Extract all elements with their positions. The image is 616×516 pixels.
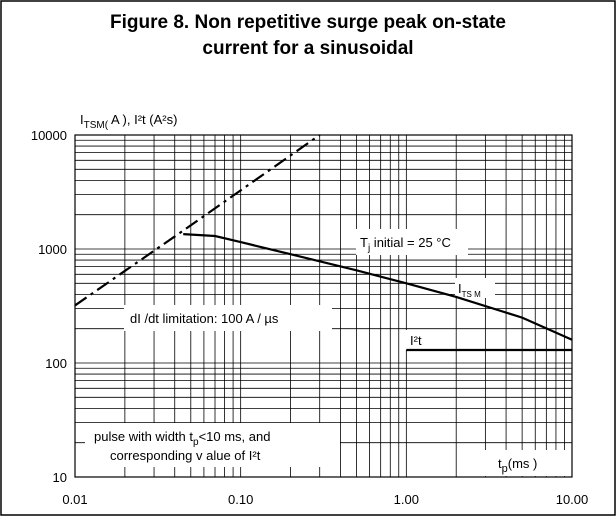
chart-title: Figure 8. Non repetitive surge peak on-s… — [110, 12, 506, 33]
chart-title: current for a sinusoidal — [202, 38, 413, 59]
x-axis-label-part: t — [498, 456, 502, 471]
x-tick-label: 10.00 — [556, 492, 589, 507]
y-tick-label: 1000 — [38, 242, 67, 257]
plot-border — [74, 134, 573, 478]
y-axis-label: ITSM( A ), I²t (A²s) — [80, 112, 177, 131]
x-axis-label-part: p — [502, 463, 508, 475]
annotation: I²t — [410, 333, 422, 348]
label-box — [465, 450, 565, 476]
label-box — [124, 305, 332, 331]
annotation-part: <10 ms, and — [199, 429, 271, 444]
annotation: dI /dt limitation: 100 A / µs — [130, 311, 279, 326]
annotation: ITS M — [458, 281, 481, 299]
annotation-part: pulse with width t — [94, 429, 193, 444]
label-box — [405, 330, 445, 350]
label-box — [85, 423, 340, 467]
annotation-part: p — [193, 437, 199, 448]
annotation-part: initial = 25 °C — [370, 235, 451, 250]
x-tick-label: 1.00 — [394, 492, 419, 507]
series-line — [183, 233, 573, 341]
annotation-part: TS M — [462, 290, 481, 299]
x-axis-label: tp(ms ) — [498, 456, 537, 475]
x-tick-label: 0.01 — [62, 492, 87, 507]
annotation: Tj initial = 25 °C — [360, 235, 451, 254]
annotation-part: j — [367, 243, 370, 254]
x-tick-label: 0.10 — [228, 492, 253, 507]
annotation: corresponding v alue of I²t — [110, 448, 261, 463]
y-tick-label: 10000 — [31, 128, 67, 143]
annotation: pulse with width tp<10 ms, and — [94, 429, 270, 448]
x-axis-label-part: (ms ) — [508, 456, 538, 471]
y-tick-label: 10 — [53, 470, 67, 485]
label-box — [356, 229, 468, 255]
annotation-part: I — [458, 281, 462, 296]
label-box — [455, 278, 495, 298]
y-tick-label: 100 — [45, 356, 67, 371]
annotation-part: T — [360, 235, 368, 250]
